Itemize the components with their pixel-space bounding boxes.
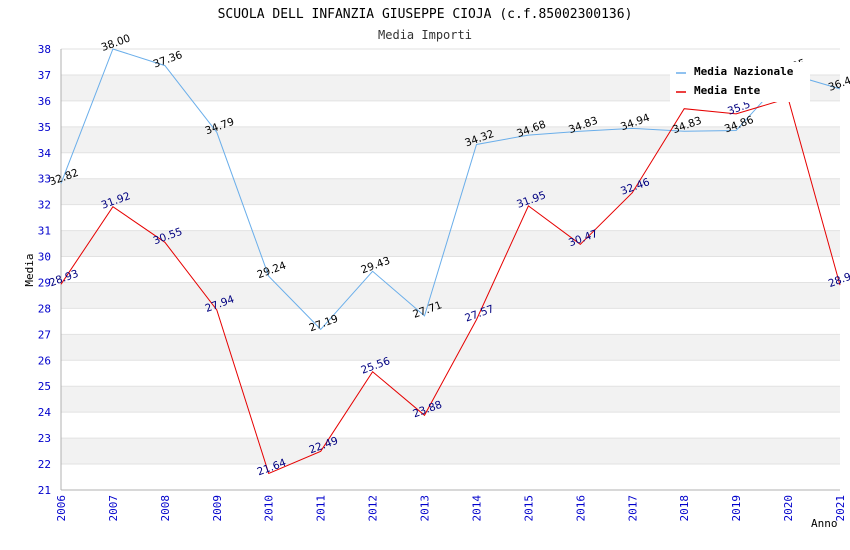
y-tick-label: 27 xyxy=(38,328,51,341)
data-label: 38.00 xyxy=(100,32,132,54)
x-tick-label: 2011 xyxy=(315,495,328,522)
x-tick-label: 2015 xyxy=(522,495,535,522)
data-label: 28.90 xyxy=(827,269,850,291)
series-line-0 xyxy=(60,48,841,331)
y-tick-label: 38 xyxy=(38,43,51,56)
x-tick-label: 2010 xyxy=(263,495,276,522)
grid-bands xyxy=(61,48,840,491)
grid-band xyxy=(61,334,840,361)
y-tick-label: 22 xyxy=(38,458,51,471)
y-tick-labels: 21 22 23 24 25 26 27 28 29 30 31 32 33 34 35 36 37 38 xyxy=(38,43,52,497)
data-label: 37.36 xyxy=(152,49,185,71)
x-tick-label: 2006 xyxy=(55,495,68,522)
x-tick-label: 2018 xyxy=(678,495,691,522)
x-tick-label: 2014 xyxy=(470,495,483,522)
grid-band xyxy=(61,230,840,257)
series-lines xyxy=(60,48,841,475)
x-tick-label: 2017 xyxy=(626,495,639,522)
x-tick-label: 2021 xyxy=(834,495,847,522)
y-tick-label: 34 xyxy=(38,147,52,160)
x-tick-label: 2016 xyxy=(574,495,587,522)
x-tick-label: 2009 xyxy=(211,495,224,522)
y-tick-label: 30 xyxy=(38,251,51,264)
y-tick-label: 25 xyxy=(38,380,51,393)
data-label: 29.43 xyxy=(359,255,391,277)
x-tick-label: 2008 xyxy=(159,495,172,522)
grid-band xyxy=(61,386,840,413)
legend-label-ente: Media Ente xyxy=(694,84,761,97)
x-tick-label: 2012 xyxy=(367,495,380,522)
y-tick-label: 32 xyxy=(38,199,51,212)
x-tick-labels: 2006 2007 2008 2009 2010 2011 2012 2013 2014 2015… xyxy=(55,495,847,522)
y-tick-label: 37 xyxy=(38,69,51,82)
y-tick-label: 26 xyxy=(38,354,51,367)
y-tick-label: 24 xyxy=(38,406,52,419)
chart-title: SCUOLA DELL INFANZIA GIUSEPPE CIOJA (c.f… xyxy=(218,7,633,22)
y-axis-label: Media xyxy=(23,253,36,286)
chart-subtitle: Media Importi xyxy=(378,28,472,42)
grid-band xyxy=(61,178,840,205)
grid-band xyxy=(61,282,840,309)
y-tick-label: 21 xyxy=(38,484,51,497)
y-tick-label: 35 xyxy=(38,121,51,134)
series-line-1 xyxy=(60,97,841,475)
y-tick-label: 29 xyxy=(38,276,51,289)
x-tick-label: 2019 xyxy=(730,495,743,522)
y-tick-label: 23 xyxy=(38,432,51,445)
x-tick-label: 2013 xyxy=(419,495,432,522)
y-tick-label: 31 xyxy=(38,225,51,238)
data-label: 27.19 xyxy=(307,313,339,335)
legend-box xyxy=(670,62,810,102)
y-tick-label: 36 xyxy=(38,95,51,108)
y-tick-label: 28 xyxy=(38,302,51,315)
legend-label-nazionale: Media Nazionale xyxy=(694,65,794,78)
y-tick-label: 33 xyxy=(38,173,51,186)
x-tick-label: 2020 xyxy=(782,495,795,522)
axes xyxy=(60,49,840,491)
grid-band xyxy=(61,438,840,465)
legend: Media Nazionale Media Ente xyxy=(670,62,810,102)
x-tick-label: 2007 xyxy=(107,495,120,522)
data-label: 29.24 xyxy=(255,259,288,281)
x-axis-label: Anno xyxy=(811,517,838,530)
